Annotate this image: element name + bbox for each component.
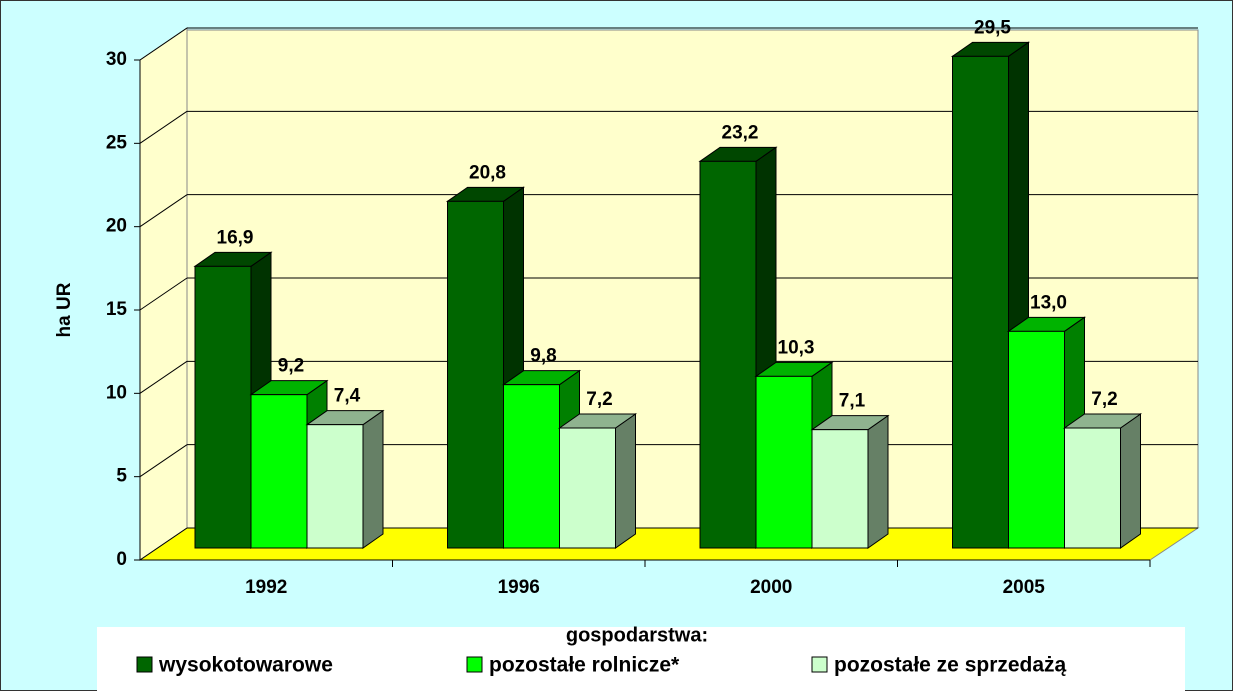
- grid-line: [139, 194, 188, 228]
- y-tick-label: 15: [106, 299, 128, 320]
- bar: [306, 424, 364, 549]
- grid-line: [139, 444, 188, 478]
- bar: [447, 200, 504, 549]
- value-label: 13,0: [1030, 292, 1067, 313]
- grid-line: [139, 360, 188, 394]
- legend-swatch: [466, 656, 483, 673]
- x-tick-label: 2005: [1003, 577, 1046, 598]
- legend-swatch: [136, 656, 153, 673]
- bar: [952, 55, 1009, 549]
- legend-items: wysokotowarowe pozostałe rolnicze* pozosta…: [136, 654, 1067, 677]
- bar-side: [1120, 413, 1141, 549]
- value-label: 9,8: [530, 346, 556, 367]
- value-label: 7,2: [1091, 389, 1117, 410]
- grid-line: [139, 110, 188, 144]
- value-label: 16,9: [217, 227, 254, 248]
- grid-line: [139, 527, 188, 561]
- value-label: 23,2: [722, 122, 759, 143]
- bar: [755, 375, 813, 549]
- x-tick-label: 1996: [498, 577, 540, 598]
- value-label: 20,8: [469, 162, 506, 183]
- legend-label: pozostałe rolnicze*: [489, 654, 680, 677]
- x-tick-label: 1992: [245, 577, 287, 598]
- grid-line: [139, 27, 188, 61]
- legend-label: pozostałe ze sprzedażą: [834, 654, 1067, 677]
- legend: [97, 627, 1185, 691]
- legend-label: wysokotowarowe: [158, 654, 333, 677]
- value-label: 10,3: [778, 337, 815, 358]
- bar-side: [867, 414, 889, 549]
- bar-side: [362, 409, 384, 549]
- bar: [1008, 330, 1065, 549]
- bar: [811, 429, 869, 549]
- y-tick-label: 20: [106, 216, 127, 237]
- legend-swatch: [811, 656, 828, 673]
- bar: [503, 384, 560, 549]
- y-tick-label: 0: [116, 549, 127, 570]
- bar: [699, 160, 757, 549]
- y-axis-title: ha UR: [54, 282, 75, 337]
- value-label: 7,4: [334, 386, 361, 407]
- bar-side: [615, 413, 636, 549]
- value-label: 9,2: [278, 356, 304, 377]
- bar: [194, 265, 252, 549]
- y-tick-label: 10: [106, 382, 127, 403]
- legend-title: gospodarstwa:: [566, 624, 708, 646]
- grid-line: [139, 277, 188, 311]
- bar: [559, 427, 616, 549]
- value-label: 7,2: [586, 389, 612, 410]
- y-tick-label: 30: [106, 49, 127, 70]
- value-label: 29,5: [974, 17, 1011, 38]
- y-tick-label: 5: [116, 466, 127, 487]
- bar: [1064, 427, 1121, 549]
- value-label: 7,1: [839, 391, 866, 412]
- x-tick-label: 2000: [750, 577, 792, 598]
- bars: 16,9 9,2 7,4 20,8 9,8 7,2 23,2 10,3 7,1 29,5 13,0 7…: [193, 17, 1143, 549]
- bar: [250, 394, 308, 549]
- y-tick-label: 25: [106, 132, 128, 153]
